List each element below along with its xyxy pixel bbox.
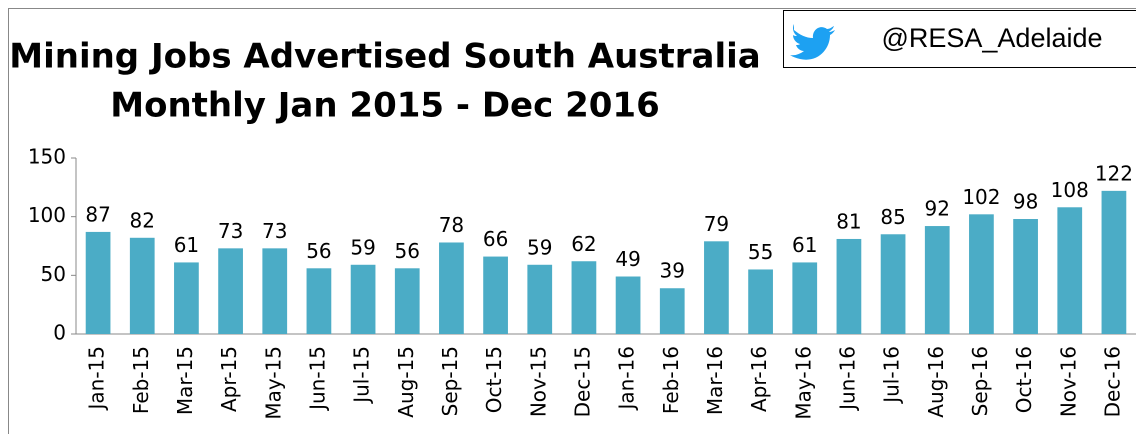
badge-text: @RESA_Adelaide — [881, 23, 1102, 53]
x-tick-label: Oct-16 — [1012, 346, 1036, 413]
value-label: 56 — [395, 239, 420, 263]
x-tick-label: Sep-16 — [968, 346, 992, 416]
bar — [924, 226, 950, 334]
bar — [704, 241, 729, 334]
value-label: 55 — [748, 240, 773, 264]
value-label: 59 — [350, 235, 375, 259]
value-label: 49 — [615, 247, 640, 271]
y-tick-label: 100 — [28, 203, 66, 227]
value-label: 61 — [174, 233, 199, 257]
bar — [218, 248, 243, 334]
x-tick-label: Mar-15 — [173, 346, 197, 415]
bar — [659, 288, 685, 334]
value-label: 102 — [962, 185, 1000, 209]
bar — [1101, 190, 1127, 334]
frame — [8, 8, 1136, 434]
bar — [615, 276, 641, 334]
bar — [262, 248, 288, 334]
x-tick-label: Dec-16 — [1100, 346, 1124, 417]
value-label: 78 — [439, 213, 464, 237]
value-label: 81 — [836, 209, 861, 233]
bar — [571, 261, 597, 334]
bar — [880, 234, 906, 334]
x-tick-label: Oct-15 — [482, 346, 506, 413]
bar — [85, 231, 111, 334]
value-label: 66 — [483, 227, 508, 251]
bar — [439, 242, 464, 334]
y-tick-label: 150 — [28, 145, 66, 169]
bar — [129, 237, 155, 334]
badge-box — [783, 10, 1136, 68]
value-label: 85 — [880, 205, 905, 229]
x-tick-label: May-16 — [791, 346, 815, 420]
x-tick-label: Feb-15 — [129, 346, 153, 414]
value-label: 39 — [660, 259, 685, 283]
x-tick-label: Sep-15 — [438, 346, 462, 416]
x-tick-label: Nov-16 — [1056, 346, 1080, 417]
x-tick-label: Apr-16 — [747, 346, 771, 412]
x-tick-label: Jun-16 — [835, 346, 859, 412]
bar — [969, 214, 994, 334]
bar — [748, 269, 773, 334]
value-label: 122 — [1095, 161, 1133, 185]
value-label: 73 — [262, 219, 287, 243]
value-label: 62 — [571, 232, 596, 256]
bar — [836, 238, 862, 334]
bar — [527, 264, 553, 334]
value-label: 79 — [704, 212, 729, 236]
value-label: 73 — [218, 219, 243, 243]
bar — [792, 262, 818, 334]
twitter-icon — [790, 24, 835, 60]
value-label: 56 — [306, 239, 331, 263]
x-tick-label: Aug-15 — [394, 346, 418, 418]
x-tick-label: Jun-15 — [305, 346, 329, 412]
value-label: 92 — [925, 197, 950, 221]
bar — [306, 268, 332, 334]
bar — [1057, 207, 1083, 334]
x-tick-label: Apr-15 — [217, 346, 241, 412]
x-tick-label: Dec-15 — [570, 346, 594, 417]
x-tick-label: Jul-16 — [880, 346, 904, 405]
bar — [174, 262, 199, 334]
x-tick-label: Jul-15 — [350, 346, 374, 405]
value-label: 61 — [792, 233, 817, 257]
bar — [1013, 219, 1038, 334]
y-tick-label: 50 — [41, 262, 66, 286]
x-tick-label: Jan-15 — [85, 346, 109, 412]
x-tick-label: May-15 — [261, 346, 285, 420]
chart-subtitle: Monthly Jan 2015 - Dec 2016 — [110, 86, 659, 126]
chart-title: Mining Jobs Advertised South Australia — [9, 37, 761, 77]
value-label: 59 — [527, 235, 552, 259]
bar — [350, 264, 376, 334]
x-tick-label: Nov-15 — [526, 346, 550, 417]
y-tick-label: 0 — [53, 321, 66, 345]
x-tick-label: Aug-16 — [924, 346, 948, 418]
x-tick-label: Mar-16 — [703, 346, 727, 415]
bar — [394, 268, 420, 334]
value-label: 87 — [85, 202, 110, 226]
x-tick-label: Jan-16 — [615, 346, 639, 412]
value-label: 108 — [1051, 178, 1089, 202]
value-label: 82 — [130, 208, 155, 232]
bar — [483, 256, 508, 334]
value-label: 98 — [1013, 190, 1038, 214]
x-tick-label: Feb-16 — [659, 346, 683, 414]
